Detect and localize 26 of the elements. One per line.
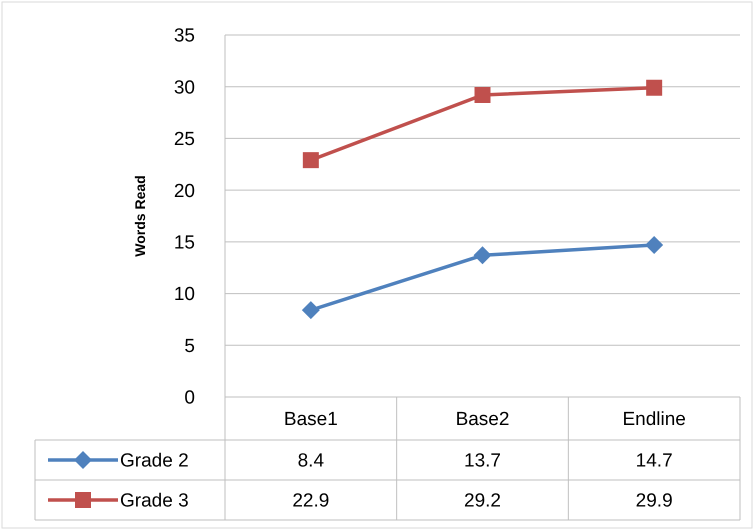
y-tick-label: 20	[174, 180, 195, 202]
legend-label: Grade 2	[120, 450, 189, 472]
y-tick-label: 0	[184, 388, 195, 409]
y-tick-label: 30	[174, 77, 195, 98]
data-label: 13.7	[464, 450, 501, 472]
x-tick-label: Base2	[456, 409, 510, 430]
y-tick-label: 25	[174, 129, 195, 150]
data-label: 22.9	[292, 490, 330, 512]
point	[302, 301, 320, 320]
data-label: 14.7	[636, 450, 673, 472]
point	[646, 80, 662, 96]
y-axis-title: Words Read	[132, 175, 148, 257]
x-tick-label: Endline	[622, 409, 686, 430]
legend-label: Grade 3	[120, 490, 189, 512]
point	[474, 86, 490, 103]
point	[645, 236, 664, 254]
y-tick-label: 5	[184, 336, 195, 357]
y-tick-label: 10	[174, 284, 195, 306]
point	[474, 246, 492, 264]
point	[302, 152, 319, 168]
data-label: 29.9	[636, 490, 673, 512]
data-label: 8.4	[298, 450, 324, 472]
x-tick-label: Base1	[284, 409, 338, 430]
y-tick-label: 35	[174, 26, 195, 47]
y-tick-label: 15	[174, 232, 195, 254]
data-label: 29.2	[464, 490, 501, 512]
